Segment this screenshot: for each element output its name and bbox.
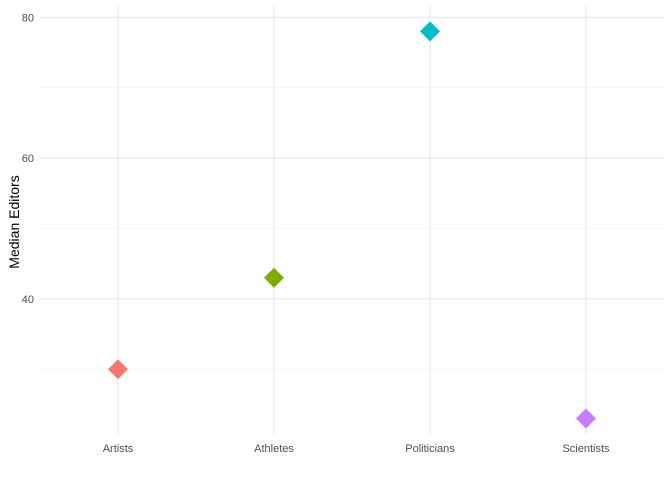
y-tick-labels: 40 60 80 bbox=[22, 12, 34, 306]
y-tick-label: 40 bbox=[22, 294, 34, 306]
x-tick-label-athletes: Athletes bbox=[254, 443, 294, 455]
minor-gridlines bbox=[40, 87, 664, 370]
y-axis-title: Median Editors bbox=[6, 175, 22, 268]
point-athletes bbox=[264, 267, 284, 288]
data-points bbox=[108, 21, 596, 429]
x-tick-labels: Artists Athletes Politicians Scientists bbox=[103, 443, 610, 455]
point-scientists bbox=[576, 408, 596, 429]
x-tick-label-scientists: Scientists bbox=[562, 443, 610, 455]
major-gridlines bbox=[40, 6, 664, 434]
point-artists bbox=[108, 359, 128, 380]
y-tick-label: 80 bbox=[22, 12, 34, 24]
y-tick-label: 60 bbox=[22, 153, 34, 165]
x-tick-label-artists: Artists bbox=[103, 443, 134, 455]
x-tick-label-politicians: Politicians bbox=[405, 443, 455, 455]
point-politicians bbox=[420, 21, 440, 42]
